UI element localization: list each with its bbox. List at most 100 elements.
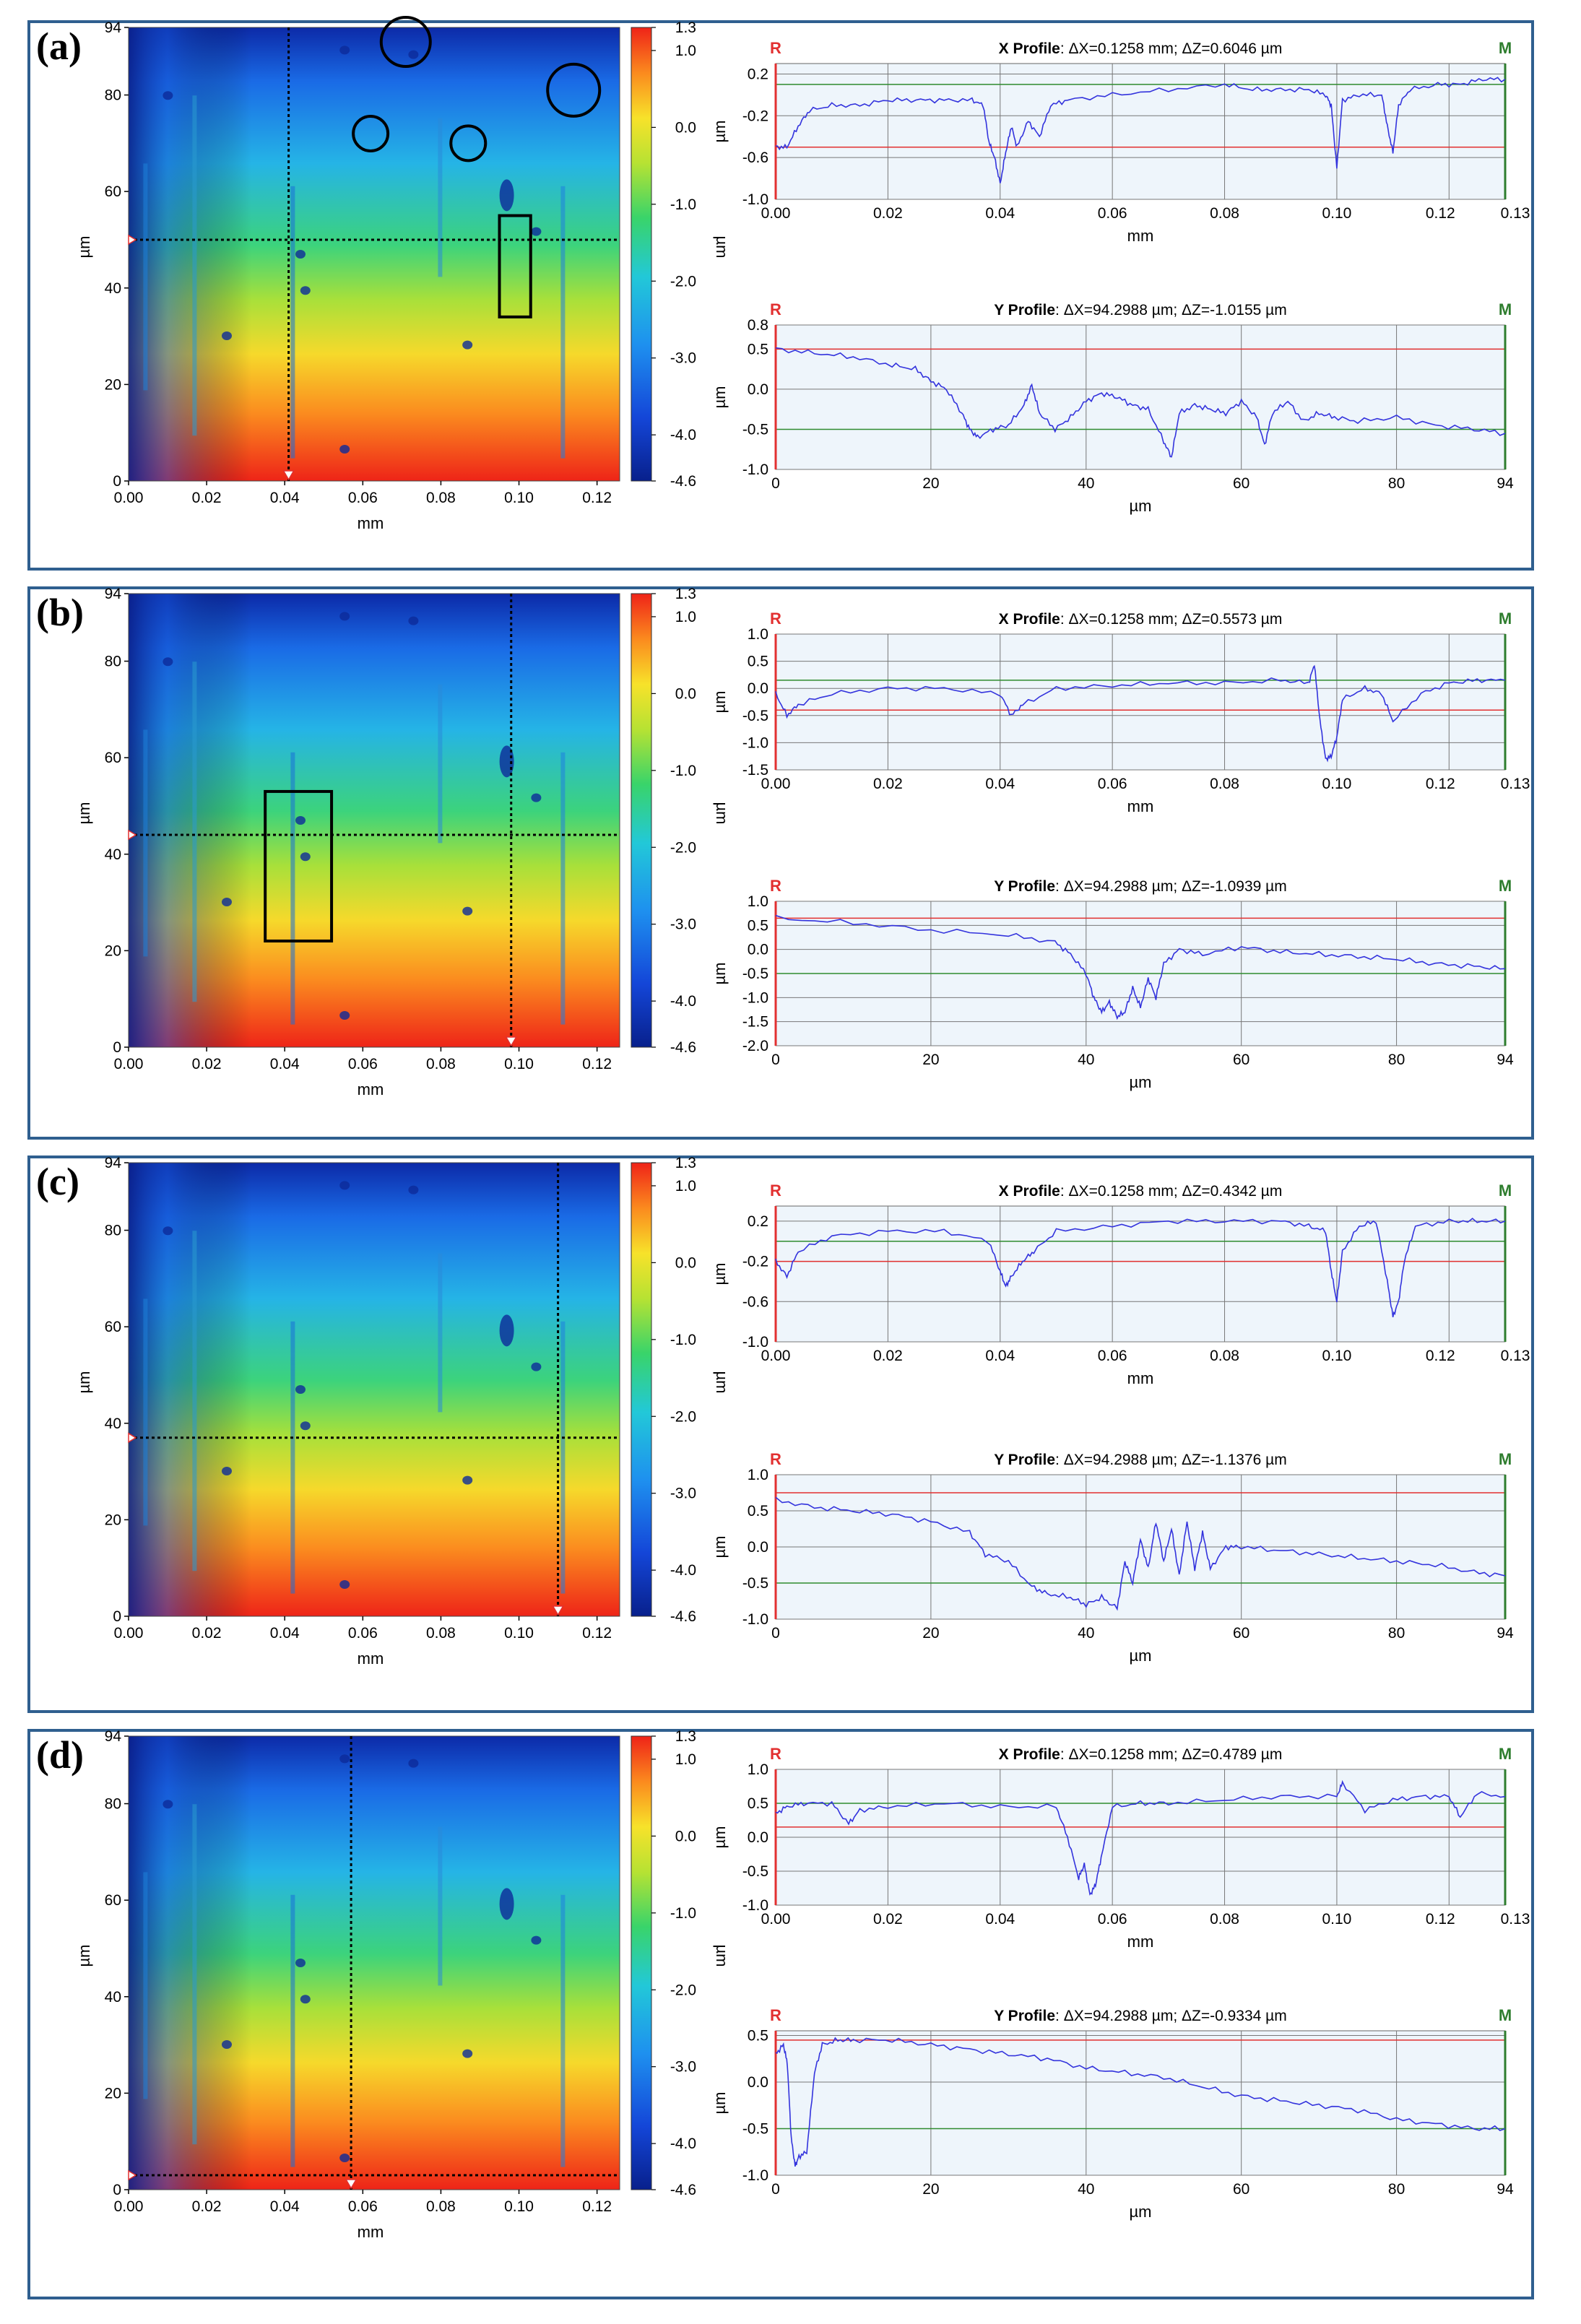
surface-pit: [163, 657, 173, 667]
surface-pit: [222, 2040, 232, 2050]
colorbar-tick-label: 1.0: [675, 43, 696, 59]
surface-pit: [531, 1362, 542, 1371]
y-profile-x-axis-label: µm: [1129, 1073, 1151, 1091]
x-profile-y-tick-label: 0.5: [748, 1795, 768, 1812]
colorbar-tick-label: -4.0: [670, 2136, 696, 2152]
m-marker: M: [1499, 1181, 1512, 1200]
colorbar-tick-label: -2.0: [670, 1982, 696, 1998]
x-profile-x-tick-label: 0.04: [985, 205, 1015, 222]
panel-d: (d) 0.00 0.02 0.04 0.06 0.08 0.10 0.12 0 20 40 60 80…: [27, 1728, 1534, 2299]
x-profile-x-tick-label: 0.08: [1210, 1348, 1239, 1364]
surface-pit: [339, 445, 350, 454]
x-profile-y-axis-label: µm: [711, 1262, 729, 1285]
surface-pit: [531, 793, 542, 802]
y-profile-y-tick-label: -1.0: [742, 1611, 768, 1628]
r-marker: R: [770, 610, 781, 628]
colorbar-label: µm: [713, 235, 731, 258]
cut-marker-triangle: [552, 1605, 564, 1616]
map-y-tick-label: 20: [105, 2085, 121, 2102]
cut-marker-triangle: [345, 2179, 358, 2190]
colorbar-tick-label: -4.6: [670, 473, 696, 490]
y-profile-y-tick-label: 0.0: [748, 1539, 768, 1556]
x-profile-x-tick-label: 0.08: [1210, 205, 1239, 222]
map-x-tick-label: 0.02: [192, 490, 222, 506]
surface-pit: [462, 2049, 473, 2058]
surface-streak: [560, 752, 566, 1025]
y-profile-y-axis-label: µm: [711, 962, 729, 984]
plot-area: [775, 2030, 1506, 2176]
surface-streak: [560, 1894, 566, 2167]
x-profile-y-tick-label: -0.6: [742, 1293, 768, 1310]
x-profile-series-line: [775, 664, 1506, 763]
r-marker: R: [770, 2006, 781, 2024]
x-profile-x-tick-label: 0.13: [1501, 776, 1530, 792]
surface-pit: [531, 227, 542, 236]
map-y-tick-label: 0: [113, 1039, 121, 1056]
surface-pit: [222, 1467, 232, 1476]
colorbar-tick-label: -4.6: [670, 1039, 696, 1056]
y-profile-series-line: [775, 914, 1506, 1020]
map-y-tick-label: 94: [105, 19, 122, 36]
map-x-tick-label: 0.08: [426, 1625, 456, 1642]
y-profile-x-tick-label: 94: [1496, 475, 1514, 492]
x-profile-y-tick-label: -0.2: [742, 1254, 768, 1270]
map-x-tick-label: 0.10: [504, 1625, 534, 1642]
height-map-shading: [129, 1736, 620, 2190]
map-x-tick-label: 0.06: [348, 490, 378, 506]
map-y-tick-label: 94: [105, 1155, 122, 1171]
surface-streak: [192, 95, 197, 436]
y-profile-y-tick-label: 1.0: [748, 1467, 768, 1483]
m-marker: M: [1499, 300, 1512, 318]
x-profile-x-axis-label: mm: [1127, 1369, 1154, 1387]
y-profile-x-tick-label: 80: [1388, 475, 1405, 492]
y-profile-x-tick-label: 0: [771, 1625, 780, 1642]
annotation-circle: [546, 62, 602, 118]
map-x-tick-label: 0.12: [582, 2198, 612, 2215]
x-profile-x-tick-label: 0.04: [985, 776, 1015, 792]
colorbar-tick-label: -1.0: [670, 1332, 696, 1348]
surface-pit: [300, 1995, 311, 2004]
surface-pit: [339, 1580, 350, 1590]
x-profile-x-tick-label: 0.02: [873, 776, 903, 792]
surface-pit: [163, 1800, 173, 1809]
map-x-tick-label: 0.02: [192, 2198, 222, 2215]
map-x-axis-label: mm: [358, 2223, 384, 2241]
x-profile-x-tick-label: 0.02: [873, 1348, 903, 1364]
annotation-circle: [449, 124, 488, 162]
panel-letter: (c): [36, 1160, 79, 1203]
y-profile-x-tick-label: 94: [1496, 1625, 1514, 1642]
y-profile-y-axis-label: µm: [711, 386, 729, 408]
map-y-tick-label: 80: [105, 1223, 121, 1239]
surface-streak: [438, 684, 443, 844]
map-y-axis-label: µm: [75, 1944, 93, 1967]
map-x-tick-label: 0.04: [270, 1056, 300, 1072]
x-profile-y-axis-label: µm: [711, 690, 729, 713]
x-profile-y-tick-label: -1.0: [742, 734, 768, 751]
y-profile-plot: Y Profile: ΔX=94.2988 µm; ΔZ=-1.0155 µm R…: [711, 300, 1514, 515]
r-marker: R: [770, 1745, 781, 1763]
x-profile-y-tick-label: 1.0: [748, 1761, 768, 1778]
map-y-axis-label: µm: [75, 802, 93, 824]
colorbar-tick-label: -3.0: [670, 2059, 696, 2076]
x-profile-title: X Profile: ΔX=0.1258 mm; ΔZ=0.6046 µm: [999, 40, 1283, 57]
cut-marker-triangle: [128, 1432, 137, 1444]
x-profile-x-tick-label: 0.00: [761, 205, 791, 222]
y-profile-title: Y Profile: ΔX=94.2988 µm; ΔZ=-0.9334 µm: [994, 2008, 1287, 2024]
x-profile-x-tick-label: 0.10: [1322, 1348, 1351, 1364]
colorbar-tick-label: -2.0: [670, 839, 696, 856]
y-profile-title: Y Profile: ΔX=94.2988 µm; ΔZ=-1.1376 µm: [994, 1452, 1287, 1468]
annotation-box: [498, 214, 532, 318]
surface-streak: [438, 118, 443, 277]
surface-pit: [300, 1421, 311, 1431]
colorbar-tick-label: 1.3: [675, 586, 696, 602]
map-x-tick-label: 0.06: [348, 1056, 378, 1072]
x-profile-x-tick-label: 0.12: [1426, 205, 1455, 222]
surface-streak: [290, 1894, 295, 2167]
map-y-tick-label: 40: [105, 1415, 121, 1432]
r-marker: R: [770, 300, 781, 318]
map-y-tick-label: 80: [105, 654, 121, 670]
x-profile-x-tick-label: 0.02: [873, 1911, 903, 1928]
x-profile-title: X Profile: ΔX=0.1258 mm; ΔZ=0.5573 µm: [999, 611, 1283, 628]
colorbar-tick-label: 1.0: [675, 609, 696, 625]
surface-streak: [192, 1804, 197, 2145]
